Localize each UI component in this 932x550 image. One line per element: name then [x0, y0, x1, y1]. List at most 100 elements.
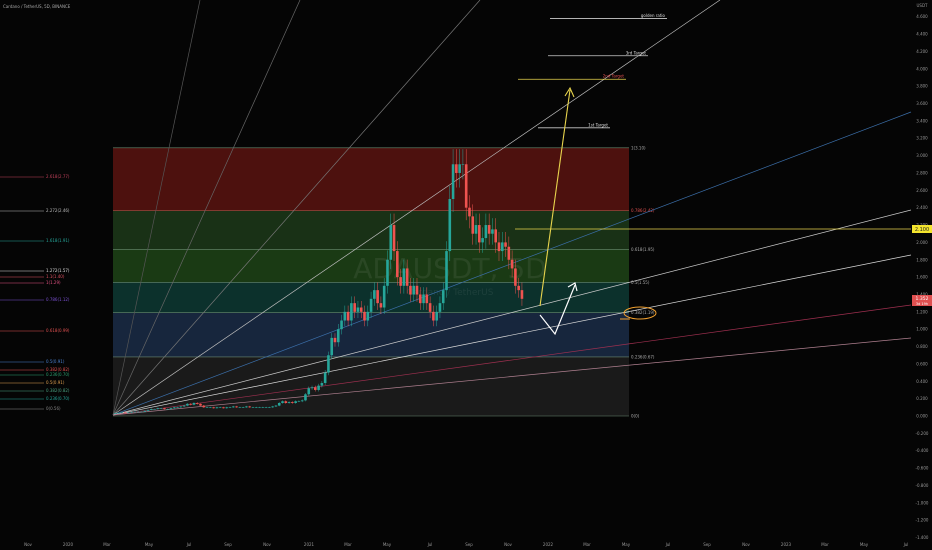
candle[interactable] — [389, 225, 393, 260]
candle[interactable] — [136, 411, 140, 413]
candle[interactable] — [520, 290, 524, 299]
candle[interactable] — [441, 290, 445, 304]
candle[interactable] — [422, 294, 425, 304]
candle[interactable] — [113, 413, 117, 414]
candle[interactable] — [133, 411, 137, 413]
candle[interactable] — [284, 401, 288, 403]
candle[interactable] — [412, 285, 416, 295]
candle[interactable] — [402, 268, 406, 286]
candle[interactable] — [130, 412, 133, 413]
candle[interactable] — [150, 409, 153, 410]
candle[interactable] — [297, 401, 301, 402]
candle[interactable] — [271, 406, 274, 408]
candle[interactable] — [307, 388, 311, 395]
candle[interactable] — [235, 406, 238, 408]
candle[interactable] — [258, 407, 261, 408]
candle[interactable] — [445, 251, 448, 291]
candle[interactable] — [261, 407, 265, 408]
candle[interactable] — [478, 225, 481, 243]
candle[interactable] — [248, 406, 252, 408]
candle[interactable] — [291, 402, 294, 403]
candle[interactable] — [202, 405, 206, 408]
candle[interactable] — [281, 401, 284, 403]
candle[interactable] — [409, 285, 412, 295]
candle[interactable] — [517, 285, 520, 291]
candle[interactable] — [241, 407, 245, 408]
candle[interactable] — [140, 411, 143, 413]
candle[interactable] — [159, 408, 163, 409]
candle[interactable] — [376, 290, 379, 304]
candle[interactable] — [425, 294, 429, 304]
candle[interactable] — [382, 285, 386, 308]
candle[interactable] — [238, 407, 242, 408]
candle[interactable] — [172, 407, 176, 409]
candle[interactable] — [500, 242, 504, 252]
candle[interactable] — [481, 238, 484, 243]
candle[interactable] — [448, 199, 452, 252]
candle[interactable] — [514, 268, 517, 286]
candle[interactable] — [504, 242, 507, 247]
candle[interactable] — [346, 311, 350, 321]
candle[interactable] — [363, 311, 366, 321]
candle[interactable] — [176, 407, 179, 408]
candle[interactable] — [340, 320, 343, 330]
candle[interactable] — [232, 406, 235, 408]
candle[interactable] — [396, 251, 399, 278]
candle[interactable] — [300, 400, 304, 402]
candle[interactable] — [353, 303, 356, 312]
projection-arrow-white[interactable] — [539, 282, 578, 336]
candle[interactable] — [356, 307, 360, 312]
candle[interactable] — [510, 259, 514, 269]
candle[interactable] — [186, 403, 189, 406]
candle[interactable] — [254, 407, 258, 408]
candle[interactable] — [274, 405, 278, 407]
candle[interactable] — [369, 298, 373, 312]
candle[interactable] — [205, 407, 209, 408]
candle[interactable] — [333, 337, 337, 343]
candle[interactable] — [163, 408, 166, 410]
candle[interactable] — [415, 285, 419, 295]
candle[interactable] — [418, 294, 422, 304]
candle[interactable] — [120, 412, 124, 414]
candle[interactable] — [268, 407, 271, 408]
candle[interactable] — [195, 402, 199, 404]
candle[interactable] — [497, 242, 501, 252]
candle[interactable] — [218, 407, 222, 408]
candle[interactable] — [146, 409, 150, 411]
candle[interactable] — [192, 402, 196, 405]
candle[interactable] — [487, 225, 491, 234]
candle[interactable] — [314, 387, 317, 390]
candle[interactable] — [323, 372, 327, 384]
candle[interactable] — [484, 225, 488, 239]
candle[interactable] — [343, 311, 347, 321]
candle[interactable] — [317, 385, 320, 390]
candle[interactable] — [182, 405, 186, 407]
candle[interactable] — [245, 406, 248, 408]
candle[interactable] — [474, 225, 478, 234]
candle[interactable] — [468, 207, 471, 217]
candle[interactable] — [117, 412, 120, 414]
candle[interactable] — [405, 268, 409, 286]
candle[interactable] — [228, 407, 232, 408]
candle[interactable] — [209, 407, 212, 408]
candle[interactable] — [294, 401, 297, 403]
candle[interactable] — [320, 383, 324, 386]
candle[interactable] — [327, 355, 330, 373]
candle[interactable] — [143, 410, 147, 412]
candle[interactable] — [373, 290, 376, 299]
candle[interactable] — [458, 164, 461, 173]
candle[interactable] — [212, 407, 215, 409]
candle[interactable] — [225, 407, 229, 409]
candle[interactable] — [215, 407, 219, 409]
candle[interactable] — [264, 407, 268, 408]
candle[interactable] — [451, 164, 455, 199]
candle[interactable] — [359, 307, 363, 312]
candle[interactable] — [310, 387, 314, 389]
candle[interactable] — [428, 303, 432, 312]
candle[interactable] — [304, 394, 307, 401]
candle[interactable] — [156, 408, 160, 410]
candle[interactable] — [471, 216, 475, 234]
candle[interactable] — [438, 303, 442, 312]
candle[interactable] — [169, 408, 173, 410]
